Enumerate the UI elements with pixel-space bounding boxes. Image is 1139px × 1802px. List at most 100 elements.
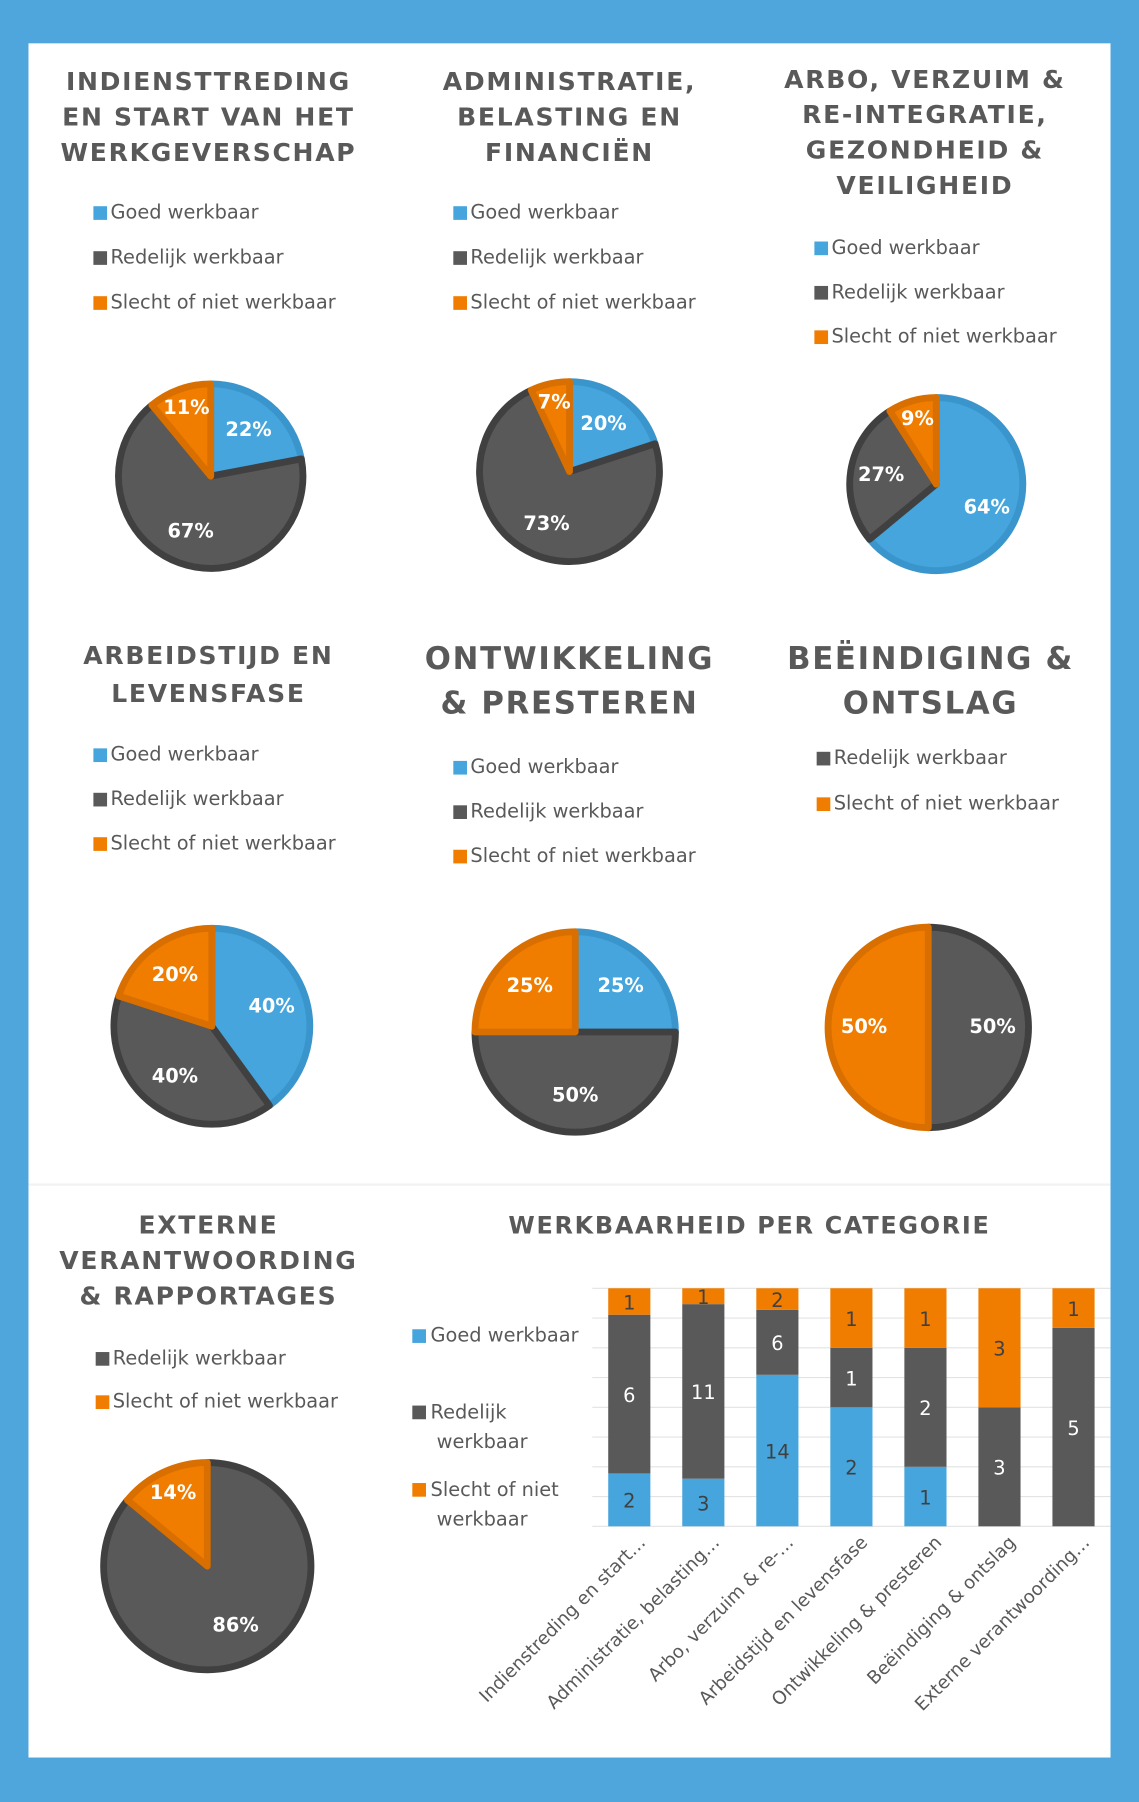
bar-segment — [1052, 1288, 1095, 1328]
data-label: 3 — [697, 1492, 709, 1515]
legend-label: Slecht of niet werkbaar — [110, 291, 335, 314]
chart-title: EN START VAN HET — [62, 103, 355, 132]
data-label: 67% — [167, 519, 213, 542]
legend-label: Redelijk werkbaar — [110, 787, 283, 810]
legend-swatch — [93, 837, 108, 851]
bar-segment — [830, 1407, 873, 1527]
pie-slice — [208, 924, 314, 1109]
legend-swatch — [816, 797, 831, 812]
bar-segment — [682, 1304, 725, 1479]
legend-swatch — [93, 792, 108, 807]
legend-swatch — [453, 296, 467, 310]
legend-swatch — [95, 1352, 110, 1366]
legend-swatch — [412, 1405, 426, 1420]
chart-title: VERANTWOORDING — [59, 1246, 357, 1275]
chart-title: ONTWIKKELING — [425, 641, 714, 677]
legend-swatch — [93, 748, 108, 763]
chart-title: WERKBAARHEID PER CATEGORIE — [508, 1212, 990, 1240]
data-label: 14% — [150, 1481, 196, 1504]
pie-slice — [148, 380, 215, 480]
legend-swatch — [93, 296, 108, 310]
data-label: 7% — [538, 391, 571, 414]
chart-title: BELASTING EN — [457, 103, 682, 132]
chart-title: ADMINISTRATIE, — [443, 67, 696, 96]
pie-slice — [471, 928, 579, 1036]
pie-slice — [824, 923, 932, 1132]
legend-label: Goed werkbaar — [831, 236, 979, 259]
chart-title: FINANCIËN — [485, 138, 654, 167]
data-label: 25% — [507, 974, 553, 997]
bar-segment — [682, 1478, 725, 1527]
data-label: 2 — [623, 1490, 635, 1513]
legend-label: Slecht of niet werkbaar — [431, 1477, 560, 1530]
pie-slice — [115, 924, 216, 1030]
legend-label: Redelijk werkbaar — [431, 1400, 528, 1453]
bar-segment — [682, 1288, 725, 1305]
data-label: 6 — [623, 1384, 635, 1407]
legend-label: Slecht of niet werkbaar — [834, 792, 1059, 815]
legend-swatch — [453, 805, 467, 819]
chart-title: ARBEIDSTIJD EN — [83, 641, 333, 670]
bar-segment — [904, 1288, 947, 1348]
legend-label: Redelijk werkbaar — [113, 1346, 286, 1369]
pie-slice — [471, 1028, 679, 1136]
data-label: 9% — [901, 407, 934, 430]
legend-swatch — [814, 285, 829, 300]
legend-label: Slecht of niet werkbaar — [113, 1390, 338, 1413]
legend-label: Slecht of niet werkbaar — [470, 291, 695, 314]
legend-label: Redelijk werkbaar — [831, 280, 1004, 303]
legend-swatch — [93, 206, 108, 220]
legend-swatch — [814, 330, 829, 345]
data-label: 25% — [597, 974, 643, 997]
bar-segment — [756, 1309, 799, 1375]
legend-swatch — [95, 1395, 110, 1409]
bar-segment — [978, 1288, 1021, 1408]
data-label: 50% — [841, 1015, 887, 1038]
bar-segment — [830, 1288, 873, 1348]
legend-label: Redelijk werkbaar — [470, 246, 643, 269]
data-label: 11% — [163, 396, 209, 419]
pie-slice — [115, 401, 307, 572]
chart-title: & PRESTEREN — [440, 686, 698, 722]
bar-segment — [904, 1466, 947, 1527]
data-label: 20% — [152, 963, 198, 986]
data-label: 2 — [771, 1289, 783, 1312]
data-label: 50% — [552, 1084, 598, 1107]
pie-slice — [886, 394, 940, 488]
data-label: 2 — [919, 1397, 931, 1420]
data-label: 1 — [845, 1308, 857, 1331]
legend-swatch — [93, 251, 108, 265]
data-label: 1 — [697, 1286, 709, 1309]
data-label: 22% — [225, 418, 271, 441]
bar-segment — [608, 1314, 651, 1474]
legend-swatch — [412, 1483, 426, 1497]
bar-segment — [978, 1407, 1021, 1527]
bar-segment — [830, 1347, 873, 1408]
data-label: 40% — [248, 994, 294, 1017]
pie-slice — [110, 992, 273, 1128]
data-label: 1 — [919, 1486, 931, 1509]
legend-swatch — [814, 241, 829, 256]
chart-title: LEVENSFASE — [111, 679, 305, 708]
legend-swatch — [412, 1329, 426, 1343]
bar-segment — [756, 1288, 799, 1310]
legend-label: Redelijk werkbaar — [110, 246, 283, 269]
data-label: 86% — [212, 1614, 258, 1637]
data-label: 50% — [969, 1015, 1015, 1038]
pie-slice — [124, 1459, 211, 1570]
legend-label: Goed werkbaar — [470, 201, 618, 224]
data-label: 3 — [993, 1457, 1005, 1480]
bar-segment — [608, 1288, 651, 1315]
chart-title: EXTERNE — [138, 1211, 278, 1240]
legend-swatch — [453, 251, 467, 265]
data-label: 5 — [1067, 1417, 1079, 1440]
legend-label: Goed werkbaar — [110, 201, 258, 224]
data-label: 1 — [1067, 1298, 1079, 1321]
data-label: 27% — [858, 463, 904, 486]
chart-title: VEILIGHEID — [836, 171, 1013, 200]
legend-label: Goed werkbaar — [431, 1324, 579, 1347]
legend-label: Redelijk werkbaar — [470, 800, 643, 823]
pie-slice — [571, 928, 679, 1036]
